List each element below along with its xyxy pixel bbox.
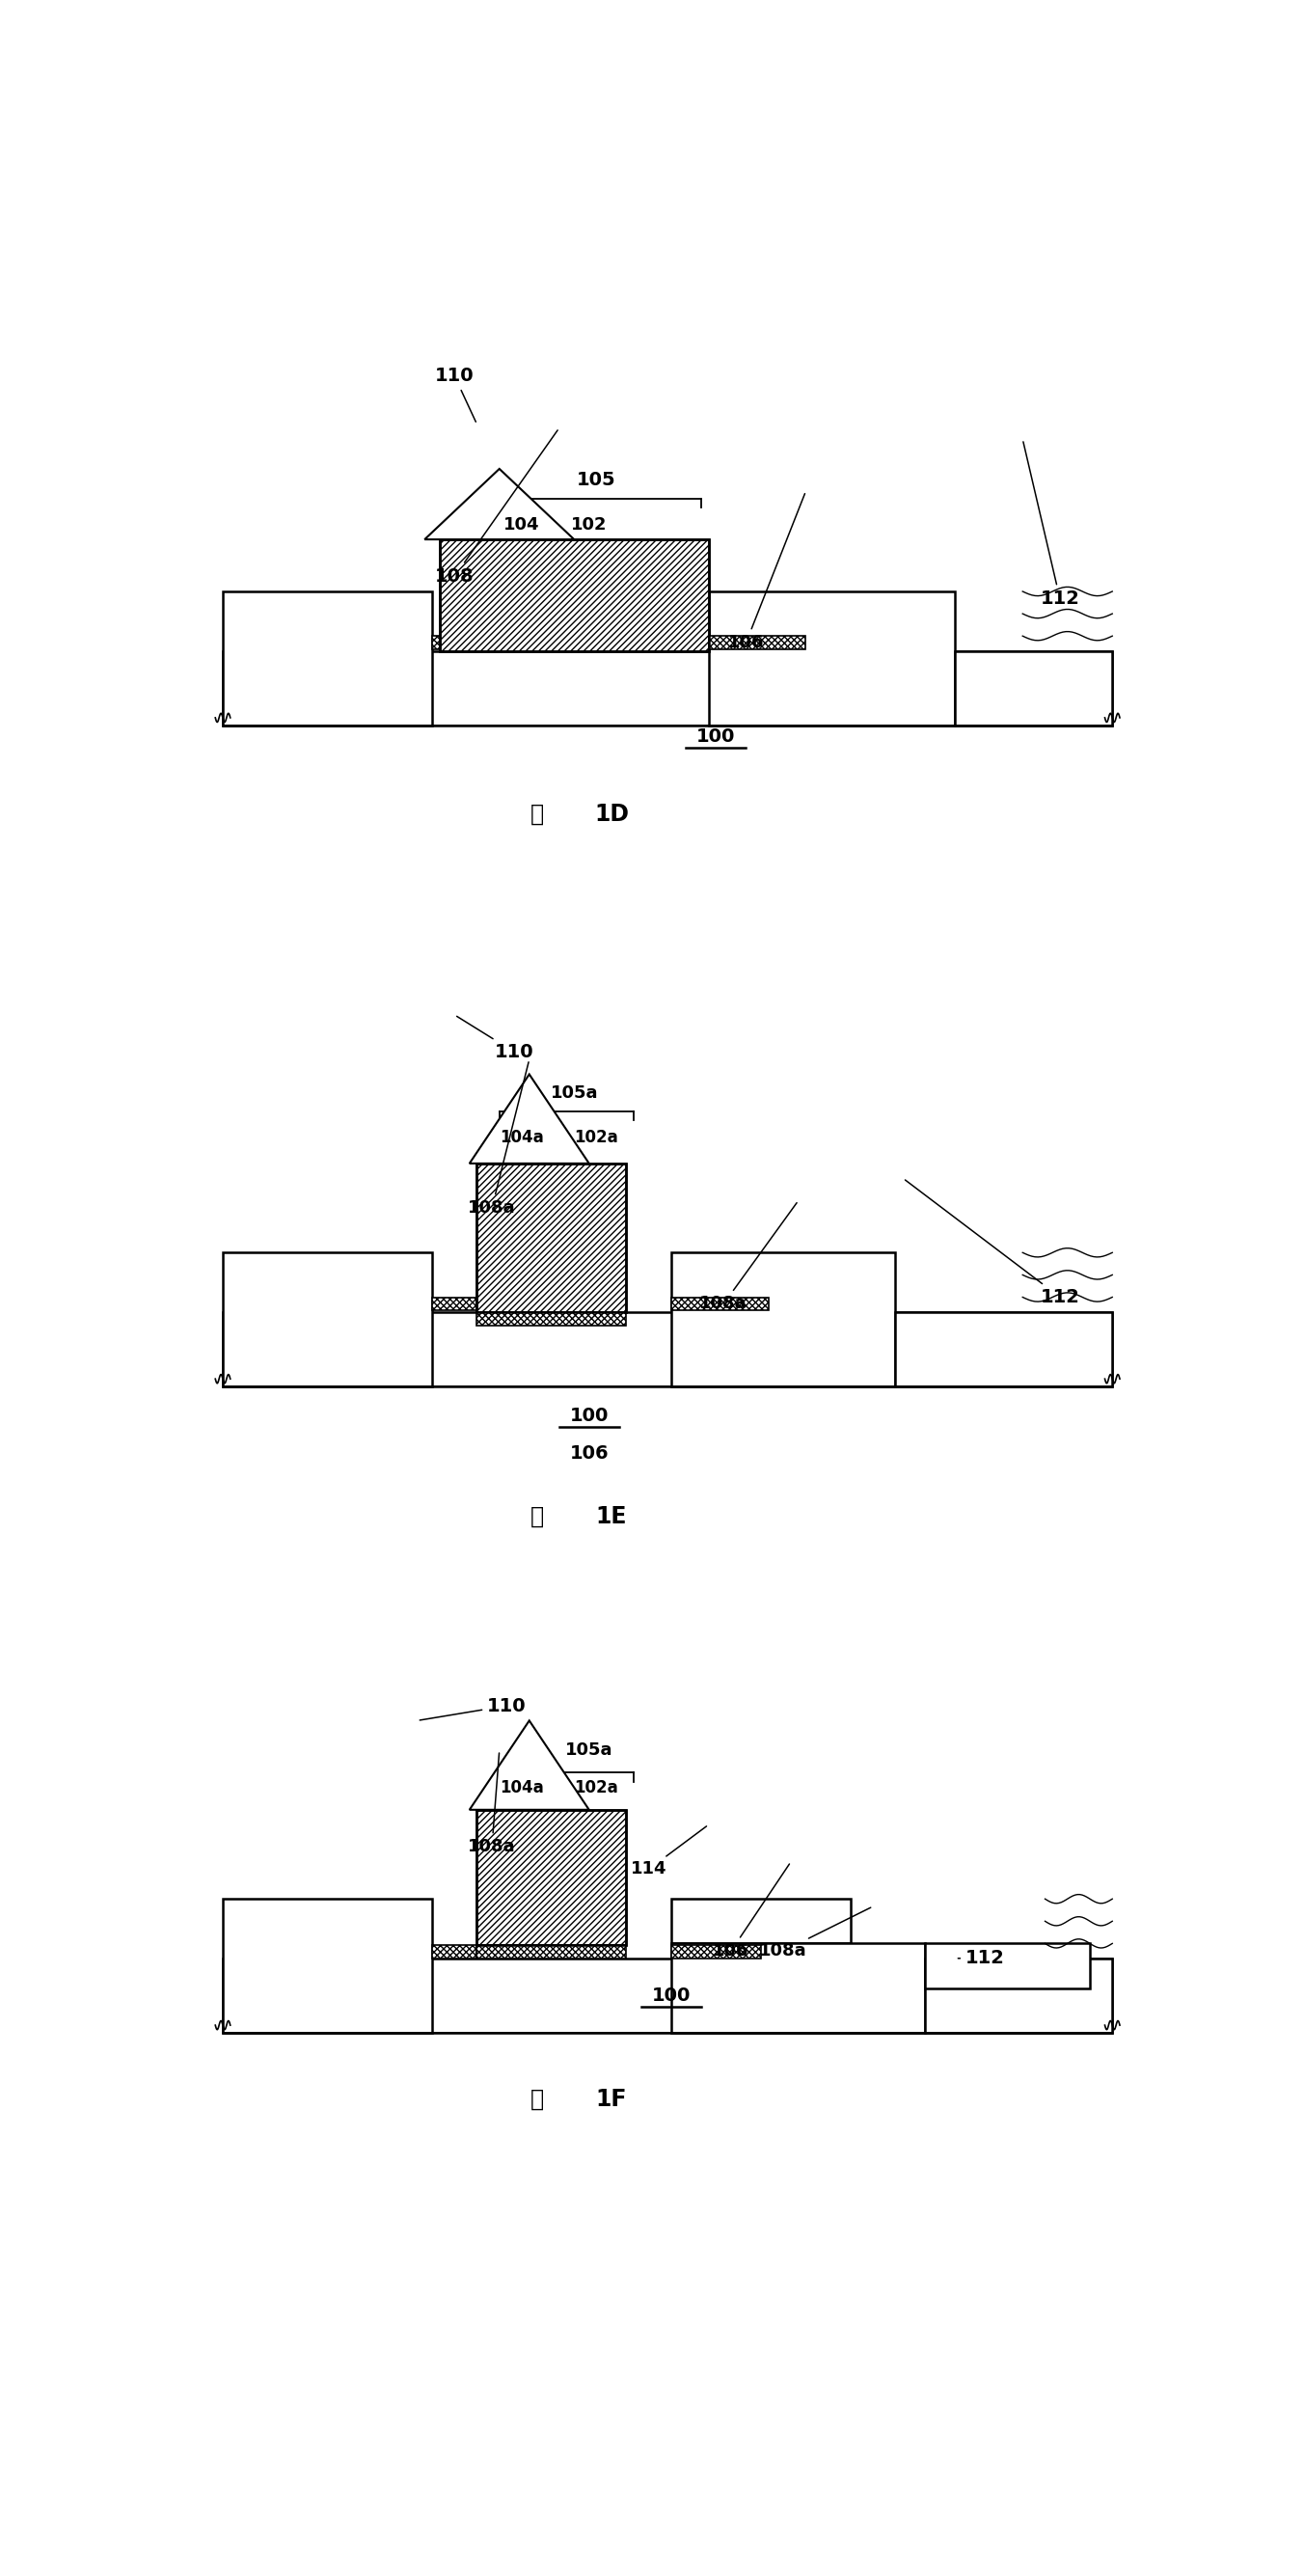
Bar [439, 538, 708, 652]
Bar [672, 1252, 896, 1386]
Text: 108a: 108a [759, 1909, 871, 1960]
Text: 1D: 1D [595, 804, 629, 827]
Text: 108a: 108a [468, 1754, 516, 1855]
Bar [672, 1942, 926, 2032]
Text: 112: 112 [1024, 440, 1080, 608]
Text: 108a: 108a [700, 1203, 797, 1314]
Text: 104a: 104a [499, 1780, 544, 1795]
Text: 106: 106 [570, 1445, 609, 1463]
Bar [708, 636, 806, 649]
Bar [672, 1945, 762, 1958]
Bar [432, 636, 492, 649]
Polygon shape [425, 469, 574, 538]
Bar [223, 1958, 1112, 2032]
Text: 105a: 105a [550, 1084, 599, 1103]
Bar [896, 1311, 1112, 1386]
Text: 102a: 102a [575, 1780, 618, 1795]
Text: 110: 110 [456, 1018, 533, 1061]
Bar [477, 1164, 626, 1311]
Bar [223, 592, 432, 724]
Text: 105: 105 [576, 471, 615, 489]
Text: 102: 102 [571, 515, 608, 533]
Text: 110: 110 [436, 366, 476, 422]
Bar [477, 1164, 626, 1311]
Text: 1E: 1E [596, 1504, 627, 1528]
Bar [223, 1899, 432, 2032]
Text: 112: 112 [905, 1180, 1080, 1306]
Bar [708, 592, 956, 724]
Bar [477, 1811, 626, 1945]
Bar [477, 1811, 626, 1945]
Text: 图: 图 [529, 2089, 544, 2112]
Text: 1F: 1F [596, 2089, 627, 2112]
Bar [477, 1311, 626, 1327]
Bar [432, 1298, 477, 1311]
Text: 图: 图 [529, 1504, 544, 1528]
Text: 104: 104 [503, 515, 540, 533]
Bar [926, 1958, 1112, 2032]
Text: 114: 114 [631, 1826, 707, 1878]
Bar [926, 1942, 1090, 1989]
Bar [439, 538, 708, 652]
Text: 100: 100 [652, 1986, 691, 2004]
Text: 100: 100 [570, 1406, 609, 1425]
Text: 106: 106 [713, 1865, 789, 1960]
Bar [223, 1311, 1112, 1386]
Bar [672, 1298, 768, 1311]
Text: 102a: 102a [575, 1128, 618, 1146]
Bar [223, 652, 1112, 724]
Bar [223, 1252, 432, 1386]
Polygon shape [469, 1721, 589, 1811]
Text: 110: 110 [420, 1698, 527, 1721]
Polygon shape [469, 1074, 589, 1164]
Bar [432, 1945, 477, 1958]
Text: 112: 112 [958, 1950, 1005, 1968]
Text: 100: 100 [696, 726, 735, 744]
Bar [477, 1945, 626, 1958]
Bar [956, 652, 1112, 724]
Text: 108a: 108a [468, 1061, 528, 1216]
Bar [672, 1899, 850, 1942]
Text: 106: 106 [728, 495, 805, 652]
Text: 105a: 105a [565, 1741, 613, 1759]
Text: 108: 108 [436, 430, 558, 585]
Text: 104a: 104a [499, 1128, 544, 1146]
Text: 图: 图 [529, 804, 544, 827]
